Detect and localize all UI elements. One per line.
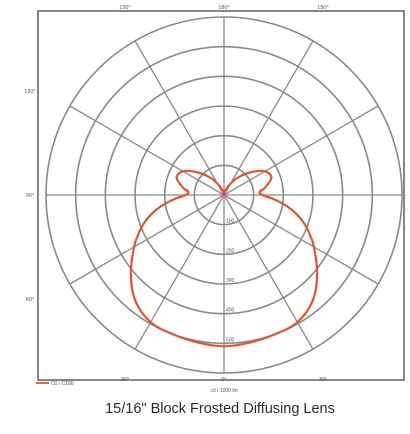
angle-label-left: 120°	[24, 89, 35, 95]
radial-tick-label: 300	[226, 278, 235, 284]
grid-spoke	[134, 194, 225, 350]
angle-label-left: 90°	[26, 193, 34, 199]
grid-spoke	[223, 40, 314, 196]
angle-label-top: 150°	[317, 5, 328, 11]
grid-spoke	[69, 105, 225, 196]
grid-spoke	[69, 194, 225, 285]
grid-spoke	[223, 105, 379, 196]
polar-series	[129, 169, 319, 348]
grid-spoke	[223, 194, 314, 350]
angle-label-bottom: 30°	[319, 377, 327, 383]
angle-label-top: 150°	[119, 5, 130, 11]
angle-label-bottom: 0°	[221, 377, 226, 383]
radial-tick-label: 200	[226, 248, 235, 254]
series-line-c0-c180	[129, 169, 319, 348]
angle-label-bottom: 30°	[121, 377, 129, 383]
angle-label-top: 180°	[218, 5, 229, 11]
radial-tick-label: 100	[226, 219, 235, 225]
grid-spoke	[223, 194, 379, 285]
legend-label: C0 / C180	[51, 381, 74, 387]
polar-labels: 100 200 300 400 500 150° 180° 150° 120° 90° 60° 30°…	[24, 5, 328, 383]
chart-title: 15/16" Block Frosted Diffusing Lens	[105, 401, 335, 417]
polar-grid	[45, 16, 403, 374]
grid-spoke	[134, 40, 225, 196]
legend: C0 / C180	[36, 381, 74, 387]
unit-label: cd / 1000 lm	[210, 388, 237, 394]
radial-tick-label: 400	[226, 308, 235, 314]
angle-label-left: 60°	[26, 297, 34, 303]
plot-frame	[37, 10, 405, 381]
radial-tick-label: 500	[226, 337, 235, 343]
